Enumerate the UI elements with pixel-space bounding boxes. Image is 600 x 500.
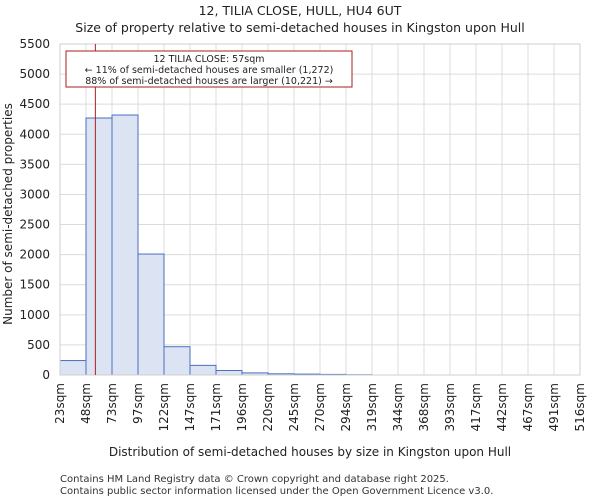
y-tick-label: 2500 [19, 218, 50, 232]
x-tick-label: 294sqm [339, 383, 353, 431]
x-tick-label: 442sqm [495, 383, 509, 431]
x-tick-label: 147sqm [183, 383, 197, 431]
y-tick-label: 0 [42, 368, 50, 382]
chart-title: 12, TILIA CLOSE, HULL, HU4 6UT [198, 3, 402, 18]
y-tick-label: 5000 [19, 67, 50, 81]
x-tick-label: 417sqm [469, 383, 483, 431]
annotation-frame [65, 50, 353, 88]
y-tick-label: 3500 [19, 157, 50, 171]
y-tick-label: 1000 [19, 308, 50, 322]
annotation-box: 12 TILIA CLOSE: 57sqm ← 11% of semi-deta… [65, 50, 353, 88]
x-tick-label: 97sqm [131, 383, 145, 424]
x-tick-label: 393sqm [443, 383, 457, 431]
y-tick-label: 5500 [19, 37, 50, 51]
x-tick-label: 48sqm [79, 383, 93, 424]
annotation-line-2: ← 11% of semi-detached houses are smalle… [85, 65, 334, 76]
x-axis-ticks: 23sqm 48sqm 73sqm 97sqm 122sqm 147sqm 171sqm 19… [53, 383, 587, 431]
x-tick-label: 467sqm [521, 383, 535, 431]
plot-frame [59, 43, 581, 376]
histogram-chart: 0 500 1000 1500 2000 2500 3000 3500 4000 4500 5000… [1, 37, 587, 459]
bar-73sqm [111, 114, 139, 376]
y-tick-label: 4000 [19, 127, 50, 141]
bar-147sqm [189, 364, 217, 376]
y-tick-label: 2000 [19, 248, 50, 262]
y-axis-label: Number of semi-detached properties [1, 103, 15, 325]
y-tick-label: 500 [27, 338, 50, 352]
bar-23sqm [59, 360, 87, 376]
x-tick-label: 344sqm [391, 383, 405, 431]
x-tick-label: 122sqm [157, 383, 171, 431]
y-tick-label: 4500 [19, 97, 50, 111]
bar-48sqm [85, 117, 113, 376]
y-axis-ticks: 0 500 1000 1500 2000 2500 3000 3500 4000 4500 5000… [19, 37, 50, 382]
y-tick-label: 3000 [19, 187, 50, 201]
bar-97sqm [137, 253, 165, 376]
footer-line-2: Contains public sector information licen… [60, 486, 494, 497]
x-tick-label: 196sqm [235, 383, 249, 431]
chart-subtitle: Size of property relative to semi-detach… [75, 20, 525, 35]
x-tick-label: 245sqm [287, 383, 301, 431]
bar-122sqm [163, 346, 191, 376]
x-tick-label: 171sqm [209, 383, 223, 431]
x-tick-label: 220sqm [261, 383, 275, 431]
annotation-line-1: 12 TILIA CLOSE: 57sqm [154, 54, 265, 65]
bar-171sqm [215, 369, 243, 376]
x-tick-label: 516sqm [573, 383, 587, 431]
x-tick-label: 491sqm [547, 383, 561, 431]
x-axis-label: Distribution of semi-detached houses by … [109, 445, 511, 459]
bars [59, 114, 373, 376]
x-tick-label: 73sqm [105, 383, 119, 424]
x-tick-label: 368sqm [417, 383, 431, 431]
x-tick-label: 319sqm [365, 383, 379, 431]
annotation-line-3: 88% of semi-detached houses are larger (… [85, 76, 333, 87]
footer-line-1: Contains HM Land Registry data © Crown c… [60, 474, 449, 485]
y-tick-label: 1500 [19, 278, 50, 292]
x-tick-label: 23sqm [53, 383, 67, 424]
x-tick-label: 270sqm [313, 383, 327, 431]
